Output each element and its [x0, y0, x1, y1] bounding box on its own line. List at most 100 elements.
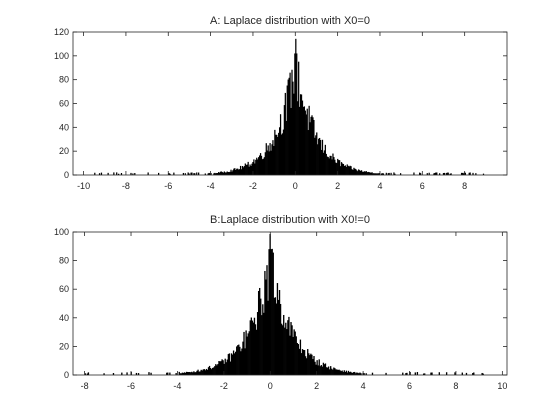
subplot-a-bar-272	[353, 167, 355, 175]
subplot-a-bar-263	[344, 165, 346, 175]
subplot-a-bar-203	[287, 79, 289, 175]
subplot-b-bar-93	[181, 372, 184, 375]
subplot-a-bar-109	[198, 172, 200, 175]
subplot-b-bar-78	[166, 372, 168, 375]
subplot-a-bar-341	[419, 172, 421, 175]
subplot-b-bar-249	[344, 372, 346, 375]
subplot-a-bar-262	[343, 165, 346, 175]
subplot-b-bar-256	[351, 372, 354, 375]
subplot-a-x-tick-label-9: 8	[462, 181, 467, 191]
subplot-a-bar-101	[190, 172, 192, 175]
subplot-a-bar-20	[113, 172, 115, 175]
subplot-a-bar-245	[327, 156, 329, 175]
subplot-b-bar-311	[409, 371, 411, 375]
subplot-b-bars	[84, 234, 484, 375]
subplot-a-bar-121	[209, 173, 211, 175]
subplot-a-bar-220	[303, 106, 306, 175]
subplot-a-bar-389	[464, 172, 467, 175]
subplot-b-bar-145	[236, 346, 238, 375]
subplot-a-bar-226	[309, 122, 311, 175]
subplot-a-bar-273	[354, 168, 356, 175]
subplot-b-bar-173	[265, 279, 267, 375]
subplot-a-bar-369	[445, 173, 447, 175]
subplot-a-bar-285	[365, 171, 367, 175]
subplot-a-bar-188	[273, 145, 275, 175]
subplot-a-bar-23	[116, 172, 118, 175]
subplot-b-bar-94	[182, 372, 185, 375]
subplot-b-bar-167	[259, 287, 261, 375]
subplot-b-bar-180	[272, 252, 274, 375]
subplot-b-bar-261	[357, 372, 359, 375]
subplot-b-bar-228	[322, 362, 325, 375]
subplot-a-bar-144	[231, 171, 233, 175]
subplot-a-bar-42	[134, 173, 136, 175]
subplot-a-bar-134	[221, 172, 224, 175]
subplot-b-bar-247	[342, 371, 344, 375]
subplot-b-bar-258	[354, 371, 356, 375]
subplot-a-bar-268	[349, 165, 351, 175]
subplot-a-bar-231	[314, 137, 316, 175]
subplot-b-bar-144	[235, 351, 237, 375]
subplot-b-bar-324	[422, 373, 425, 375]
subplot-a-bar-237	[319, 139, 322, 175]
subplot-b-bar-245	[340, 371, 342, 375]
subplot-b-bar-192	[285, 322, 287, 375]
subplot-a-bar-241	[323, 150, 326, 175]
subplot-b-bar-106	[195, 372, 197, 375]
subplot-b-bar-275	[371, 372, 374, 375]
subplot-b-bar-99	[188, 372, 190, 375]
subplot-a-bar-386	[461, 172, 464, 175]
subplot-a-bar-197	[281, 133, 284, 175]
subplot-a-bar-158	[244, 163, 246, 175]
subplot-a-bar-282	[362, 171, 365, 175]
subplot-b-bar-98	[186, 371, 189, 375]
subplot-a-bar-253	[335, 162, 337, 175]
subplot-b-y-tick-label-0: 0	[64, 370, 69, 380]
subplot-b-bar-232	[326, 367, 329, 375]
subplot-a-bar-210	[294, 53, 296, 176]
subplot-b-bar-229	[323, 364, 326, 375]
subplot-a-bar-295	[375, 173, 377, 175]
subplot-b-bar-151	[242, 341, 244, 375]
subplot-a-bar-385	[460, 172, 463, 175]
subplot-b-bar-95	[183, 372, 186, 375]
subplot-b-bar-159	[250, 317, 252, 375]
subplot-a-bar-296	[376, 173, 378, 175]
subplot-b-bar-243	[338, 369, 340, 375]
subplot-b-bar-174	[266, 265, 268, 375]
subplot-a-bar-408	[482, 173, 485, 175]
subplot-a-bar-387	[462, 173, 465, 175]
subplot-a-x-tick-label-1: -8	[122, 181, 130, 191]
subplot-b-bar-51	[137, 373, 140, 375]
subplot-a-bar-359	[436, 172, 438, 175]
subplot-b-y-tick-label-3: 60	[59, 284, 69, 294]
subplot-a-bar-154	[240, 169, 243, 175]
subplot-b-bar-339	[438, 372, 440, 375]
subplot-b-bar-136	[226, 359, 228, 375]
subplot-b-bar-125	[215, 364, 217, 375]
subplot-b-bar-2	[86, 373, 89, 375]
subplot-b-bar-116	[205, 368, 208, 375]
subplot-b-bar-176	[268, 249, 270, 375]
subplot-a-bar-291	[371, 172, 373, 175]
subplot-b-bar-112	[201, 370, 203, 375]
subplot-b-bar-224	[318, 359, 320, 375]
subplot-a-bar-278	[359, 170, 361, 175]
subplot-a-bar-302	[381, 173, 384, 175]
subplot-b-bar-3	[87, 372, 90, 375]
subplot-a-bar-93	[182, 172, 185, 175]
subplot-a-bar-104	[193, 173, 195, 175]
subplot-a-bar-238	[320, 149, 323, 175]
subplot-b-bar-139	[229, 361, 232, 375]
subplot-b-bar-183	[275, 303, 278, 375]
subplot-a-bar-276	[357, 171, 359, 175]
subplot-a-bar-191	[276, 134, 278, 175]
subplot-a-y-tick-label-4: 80	[59, 75, 69, 85]
subplot-a-bar-217	[300, 94, 303, 175]
subplot-b-axes-box	[72, 231, 508, 376]
subplot-a-x-tick-label-3: -4	[207, 181, 215, 191]
subplot-b-bar-138	[228, 353, 231, 375]
subplot-b-bar-239	[334, 368, 336, 375]
subplot-a-bar-175	[260, 155, 263, 175]
subplot-a-bar-321	[399, 173, 402, 175]
